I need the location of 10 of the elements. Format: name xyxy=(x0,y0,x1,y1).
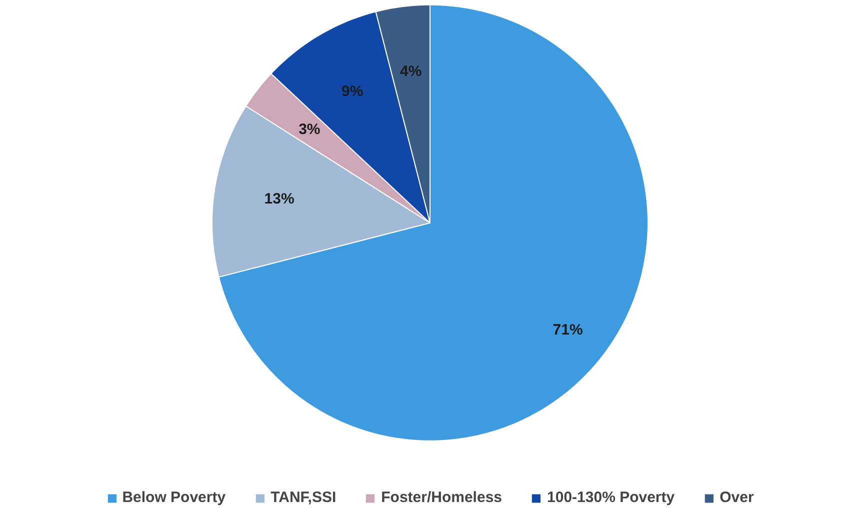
legend-label: TANF,SSI xyxy=(270,489,336,506)
data-label: 71% xyxy=(552,321,583,338)
data-label: 13% xyxy=(264,190,294,208)
legend-label: Over xyxy=(720,489,754,506)
data-label: 9% xyxy=(341,83,364,100)
legend-label: Foster/Homeless xyxy=(381,489,502,506)
data-label: 4% xyxy=(400,62,422,80)
legend-label: 100-130% Poverty xyxy=(547,489,675,506)
data-label: 3% xyxy=(298,120,320,138)
legend-label: Below Poverty xyxy=(122,489,226,506)
